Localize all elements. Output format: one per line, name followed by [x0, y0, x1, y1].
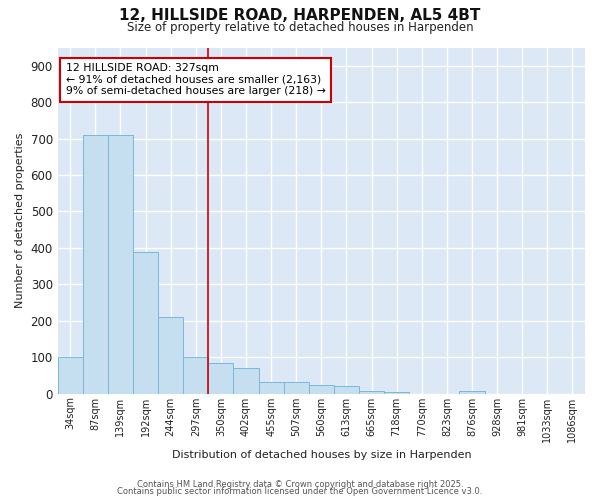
Bar: [83, 135, 108, 394]
Bar: [183, 357, 208, 394]
Text: Size of property relative to detached houses in Harpenden: Size of property relative to detached ho…: [127, 21, 473, 34]
Bar: [208, 362, 233, 394]
Bar: [259, 382, 284, 394]
Y-axis label: Number of detached properties: Number of detached properties: [15, 133, 25, 308]
Text: Contains HM Land Registry data © Crown copyright and database right 2025.: Contains HM Land Registry data © Crown c…: [137, 480, 463, 489]
Text: Contains public sector information licensed under the Open Government Licence v3: Contains public sector information licen…: [118, 487, 482, 496]
Bar: [158, 317, 183, 394]
Bar: [334, 386, 359, 394]
Bar: [58, 357, 83, 394]
X-axis label: Distribution of detached houses by size in Harpenden: Distribution of detached houses by size …: [172, 450, 471, 460]
Bar: [460, 391, 485, 394]
Bar: [108, 135, 133, 394]
Bar: [384, 392, 409, 394]
Bar: [309, 384, 334, 394]
Bar: [233, 368, 259, 394]
Bar: [133, 252, 158, 394]
Text: 12 HILLSIDE ROAD: 327sqm
← 91% of detached houses are smaller (2,163)
9% of semi: 12 HILLSIDE ROAD: 327sqm ← 91% of detach…: [65, 63, 325, 96]
Bar: [284, 382, 309, 394]
Bar: [359, 390, 384, 394]
Text: 12, HILLSIDE ROAD, HARPENDEN, AL5 4BT: 12, HILLSIDE ROAD, HARPENDEN, AL5 4BT: [119, 8, 481, 22]
